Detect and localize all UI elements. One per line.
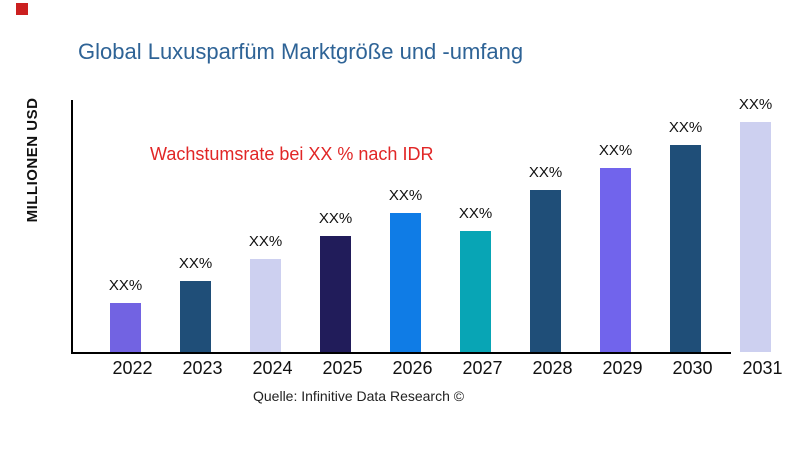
source-credit: Quelle: Infinitive Data Research © xyxy=(253,388,465,404)
bar-value-label-2030: XX% xyxy=(668,119,703,136)
bar-value-label-2023: XX% xyxy=(178,255,213,272)
x-tick-label-2028: 2028 xyxy=(532,358,573,378)
bar-value-label-2027: XX% xyxy=(458,205,493,222)
x-tick-label-2030: 2030 xyxy=(672,358,713,378)
x-tick-label-2029: 2029 xyxy=(602,358,643,378)
x-tick-label-2024: 2024 xyxy=(252,358,293,378)
bar-2024 xyxy=(250,259,281,352)
x-tick-label-2023: 2023 xyxy=(182,358,223,378)
bar-value-label-2031: XX% xyxy=(738,96,773,113)
bar-2026 xyxy=(390,213,421,352)
y-axis-line xyxy=(71,100,73,354)
bar-value-label-2024: XX% xyxy=(248,233,283,250)
bar-2030 xyxy=(670,145,701,352)
bar-value-label-2022: XX% xyxy=(108,277,143,294)
bar-2023 xyxy=(180,281,211,352)
x-tick-label-2025: 2025 xyxy=(322,358,363,378)
bar-2025 xyxy=(320,236,351,352)
x-tick-label-2027: 2027 xyxy=(462,358,503,378)
bar-value-label-2026: XX% xyxy=(388,187,423,204)
x-axis-line xyxy=(71,352,731,354)
bar-value-label-2029: XX% xyxy=(598,142,633,159)
bar-value-label-2025: XX% xyxy=(318,210,353,227)
x-tick-label-2022: 2022 xyxy=(112,358,153,378)
bar-2028 xyxy=(530,190,561,352)
bar-2031 xyxy=(740,122,771,352)
chart-title: Global Luxusparfüm Marktgröße und -umfan… xyxy=(78,39,524,64)
growth-rate-annotation: Wachstumsrate bei XX % nach IDR xyxy=(150,144,434,164)
red-corner-mark xyxy=(16,3,28,15)
bar-2029 xyxy=(600,168,631,352)
bar-value-label-2028: XX% xyxy=(528,164,563,181)
bar-2022 xyxy=(110,303,141,352)
x-tick-label-2031: 2031 xyxy=(742,358,783,378)
x-tick-label-2026: 2026 xyxy=(392,358,433,378)
bar-2027 xyxy=(460,231,491,352)
